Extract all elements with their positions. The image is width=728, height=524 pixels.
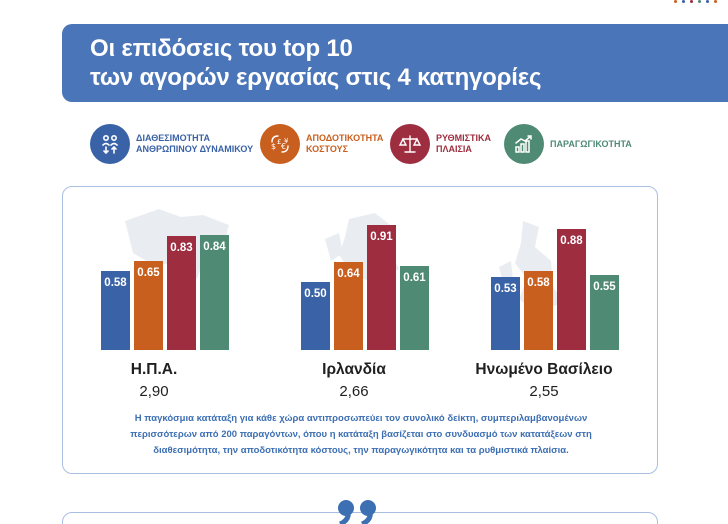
footnote-line-2: περισσότερων από 200 παραγόντων, όπου η …: [130, 429, 592, 440]
top-decoration-dots: [668, 0, 728, 4]
bar-usa-2: 0.65: [134, 261, 163, 350]
title-line-2: των αγορών εργασίας στις 4 κατηγορίες: [90, 64, 542, 91]
legend-item-cost: $ £ € ¥ ΑΠΟΔΟΤΙΚΟΤΗΤΑ ΚΟΣΤΟΥΣ: [260, 122, 383, 166]
bar-value-label: 0.91: [370, 231, 393, 243]
country-score-uk: 2,55: [529, 383, 559, 400]
bar-value-label: 0.65: [137, 267, 160, 279]
chart-card: 0.58 0.65 0.83 0.84 0.50 0.64 0.91 0.61 0.53 0.…: [62, 186, 658, 474]
bar-uk-1: 0.53: [491, 277, 520, 350]
country-score-usa: 2,90: [139, 383, 169, 400]
bar-value-label: 0.58: [104, 277, 127, 289]
legend-label-4a: ΠΑΡΑΓΩΓΙΚΟΤΗΤΑ: [550, 138, 632, 149]
bar-value-label: 0.84: [203, 241, 226, 253]
country-group-ireland: 0.50 0.64 0.91 0.61: [301, 187, 451, 350]
country-name-uk: Ηνωμένο Βασίλειο: [475, 361, 613, 378]
footnote: Η παγκόσμια κατάταξη για κάθε χώρα αντιπ…: [93, 411, 629, 459]
svg-text:€: €: [281, 142, 286, 151]
country-name-usa: Η.Π.Α.: [130, 361, 178, 378]
bar-usa-4: 0.84: [200, 235, 229, 350]
bar-value-label: 0.50: [304, 288, 327, 300]
legend-label-3b: ΠΛΑΙΣΙΑ: [436, 144, 472, 154]
bar-value-label: 0.53: [494, 283, 517, 295]
bar-usa-3: 0.83: [167, 236, 196, 350]
quote-icon: [338, 500, 376, 524]
title-line-1: Οι επιδόσεις του top 10: [90, 35, 353, 62]
growth-chart-icon: [504, 124, 544, 164]
bar-value-label: 0.88: [560, 235, 583, 247]
bar-value-label: 0.55: [593, 281, 616, 293]
quote-card: [62, 512, 658, 524]
bar-value-label: 0.61: [403, 272, 426, 284]
svg-text:¥: ¥: [284, 137, 289, 145]
country-group-usa: 0.58 0.65 0.83 0.84: [101, 187, 251, 350]
legend-label-1b: ΑΝΘΡΩΠΙΝΟΥ ΔΥΝΑΜΙΚΟΥ: [136, 144, 254, 154]
bar-value-label: 0.58: [527, 277, 550, 289]
bar-ireland-4: 0.61: [400, 266, 429, 350]
bar-uk-2: 0.58: [524, 271, 553, 350]
currency-exchange-icon: $ £ € ¥: [260, 124, 300, 164]
bar-ireland-1: 0.50: [301, 282, 330, 350]
bar-ireland-3: 0.91: [367, 225, 396, 350]
legend-item-productivity: ΠΑΡΑΓΩΓΙΚΟΤΗΤΑ: [504, 122, 632, 166]
legend-label-2a: ΑΠΟΔΟΤΙΚΟΤΗΤΑ: [306, 133, 384, 143]
country-group-uk: 0.53 0.58 0.88 0.55: [491, 187, 641, 350]
legend-item-availability: ΔΙΑΘΕΣΙΜΟΤΗΤΑ ΑΝΘΡΩΠΙΝΟΥ ΔΥΝΑΜΙΚΟΥ: [90, 122, 253, 166]
bar-value-label: 0.83: [170, 242, 193, 254]
bar-uk-3: 0.88: [557, 229, 586, 350]
svg-text:£: £: [277, 138, 281, 146]
country-name-ireland: Ιρλανδία: [322, 361, 386, 378]
bar-uk-4: 0.55: [590, 275, 619, 350]
bar-value-label: 0.64: [337, 268, 360, 280]
country-score-ireland: 2,66: [339, 383, 369, 400]
footnote-line-1: Η παγκόσμια κατάταξη για κάθε χώρα αντιπ…: [134, 413, 588, 424]
people-arrows-icon: [90, 124, 130, 164]
bar-ireland-2: 0.64: [334, 262, 363, 350]
legend-item-regulatory: ΡΥΘΜΙΣΤΙΚΑ ΠΛΑΙΣΙΑ: [390, 122, 491, 166]
legend-label-2b: ΚΟΣΤΟΥΣ: [306, 144, 348, 154]
scales-icon: [390, 124, 430, 164]
legend-label-1a: ΔΙΑΘΕΣΙΜΟΤΗΤΑ: [136, 133, 210, 143]
svg-text:$: $: [271, 142, 276, 151]
footnote-line-3: διαθεσιμότητα, την αποδοτικότητα κόστους…: [153, 445, 569, 456]
legend-label-3a: ΡΥΘΜΙΣΤΙΚΑ: [436, 133, 492, 143]
title-banner: Οι επιδόσεις του top 10 των αγορών εργασ…: [62, 24, 728, 102]
bar-usa-1: 0.58: [101, 271, 130, 350]
